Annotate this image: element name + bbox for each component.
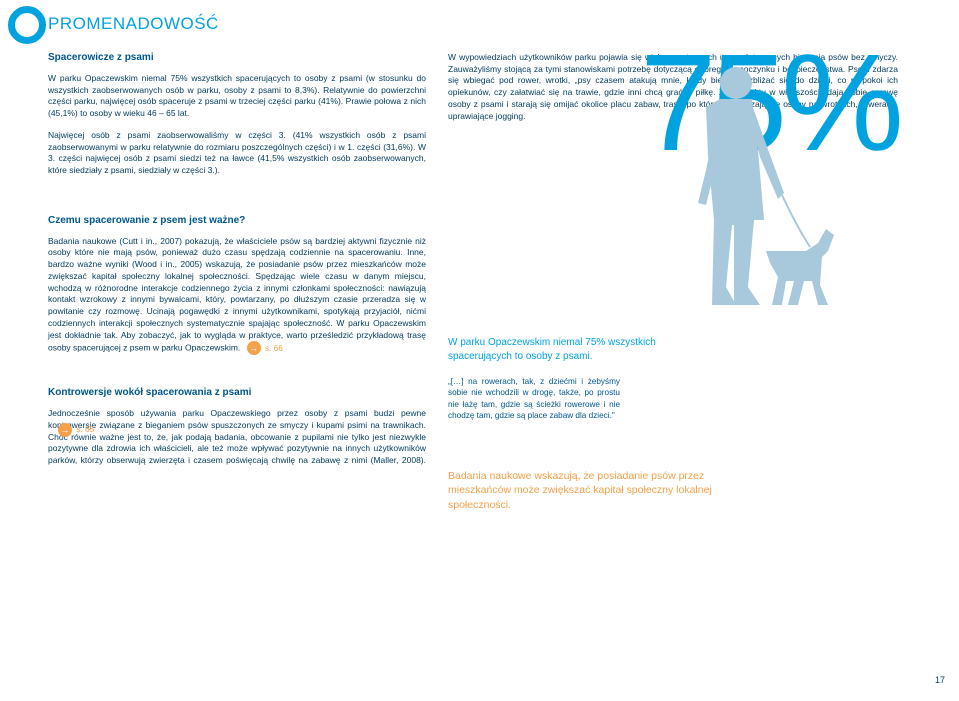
section-ring-icon — [8, 6, 46, 44]
subheading-why: Czemu spacerowanie z psem jest ważne? — [48, 215, 426, 226]
subheading-walkers: Spacerowicze z psami — [48, 52, 426, 63]
arrow-icon: → — [247, 341, 261, 355]
left-column: Spacerowicze z psami W parku Opaczewskim… — [48, 52, 426, 365]
paragraph-research: Badania naukowe (Cutt i in., 2007) pokaz… — [48, 236, 426, 355]
person-dog-silhouette-icon — [636, 55, 836, 305]
paragraph-controversy: Jednocześnie sposób używania parku Opacz… — [48, 408, 426, 481]
paragraph-research-text: Badania naukowe (Cutt i in., 2007) pokaz… — [48, 236, 426, 353]
highlight-note: Badania naukowe wskazują, że posiadanie … — [448, 469, 748, 512]
page-root: PROMENADOWOŚĆ Spacerowicze z psami W par… — [0, 0, 959, 701]
page-ref-66: s. 66 — [265, 343, 283, 354]
right-column: W wypowiedziach użytkowników parku pojaw… — [448, 52, 898, 365]
page-ref-65: s. 65 — [76, 424, 94, 435]
two-column-layout: Spacerowicze z psami W parku Opaczewskim… — [48, 52, 921, 365]
user-quote: „[…] na rowerach, tak, z dziećmi i żebyś… — [448, 376, 620, 422]
percentage-caption: W parku Opaczewskim niemal 75% wszystkic… — [448, 336, 686, 363]
page-number: 17 — [935, 675, 945, 685]
bottom-left-column: Kontrowersje wokół spacerowania z psami … — [48, 387, 426, 512]
subheading-controversy: Kontrowersje wokół spacerowania z psami — [48, 387, 426, 398]
paragraph-stats-1: W parku Opaczewskim niemal 75% wszystkic… — [48, 73, 426, 120]
paragraph-controversy-text: Jednocześnie sposób używania parku Opacz… — [48, 408, 426, 465]
arrow-icon: → — [58, 423, 72, 437]
paragraph-stats-2: Najwięcej osób z psami zaobserwowaliśmy … — [48, 130, 426, 177]
